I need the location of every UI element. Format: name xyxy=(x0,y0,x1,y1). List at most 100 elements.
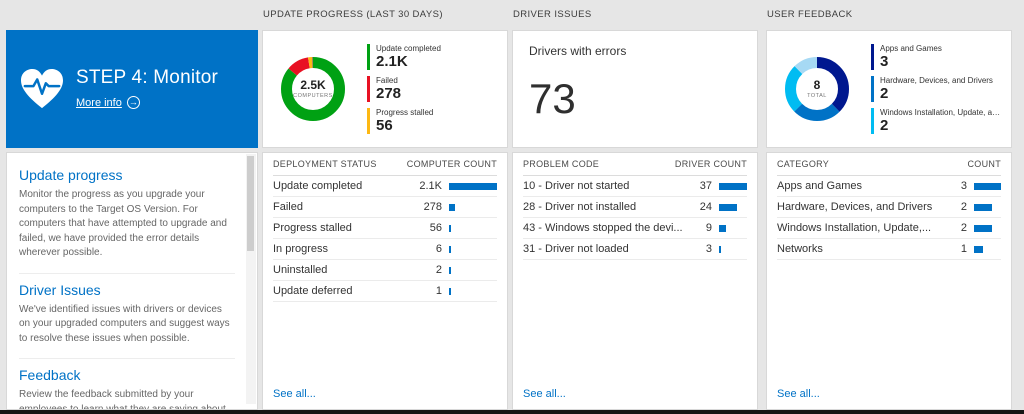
donut-segment xyxy=(281,57,345,121)
donut-segment xyxy=(785,57,849,121)
table-row[interactable]: Update completed 2.1K xyxy=(273,176,497,197)
update-progress-donut: 2.5K COMPUTERS xyxy=(277,53,349,125)
column-header: USER FEEDBACK xyxy=(767,9,853,20)
donut-segment xyxy=(785,57,849,121)
table-row[interactable]: 31 - Driver not loaded 3 xyxy=(523,239,747,260)
row-bar xyxy=(974,245,983,253)
table-header-row: CATEGORY COUNT xyxy=(777,153,1001,176)
legend-label: Windows Installation, Update, and... xyxy=(880,108,1003,118)
row-bar-zone xyxy=(719,218,747,238)
donut-center-value: 2.5K xyxy=(300,78,326,92)
legend-label: Hardware, Devices, and Drivers xyxy=(880,75,993,85)
legend-item: Windows Installation, Update, and... 2 xyxy=(871,108,1003,135)
more-info-arrow-icon: → xyxy=(126,96,140,110)
table-row[interactable]: Progress stalled 56 xyxy=(273,218,497,239)
row-value: 2.1K xyxy=(419,180,442,192)
table-row[interactable]: Uninstalled 2 xyxy=(273,260,497,281)
legend-item: Hardware, Devices, and Drivers 2 xyxy=(871,75,1003,103)
table-row[interactable]: Failed 278 xyxy=(273,197,497,218)
row-bar xyxy=(719,203,737,211)
legend-label: Update completed xyxy=(376,43,441,53)
intro-section: Update progress Monitor the progress as y… xyxy=(19,159,235,273)
section-heading: Update progress xyxy=(19,167,123,183)
row-label: 10 - Driver not started xyxy=(523,180,630,192)
table-row[interactable]: In progress 6 xyxy=(273,239,497,260)
deployment-status-table: DEPLOYMENT STATUS COMPUTER COUNT Update co… xyxy=(273,153,497,302)
scrollbar[interactable] xyxy=(246,154,256,404)
legend-label: Progress stalled xyxy=(376,108,434,118)
row-bar-zone xyxy=(449,197,497,217)
more-info-link[interactable]: More info → xyxy=(76,96,140,110)
user-feedback-chart-tile[interactable]: 8 TOTAL Apps and Games 3 Hardware, Devices… xyxy=(766,30,1012,148)
scrollbar-thumb[interactable] xyxy=(247,156,254,251)
row-value: 2 xyxy=(435,264,442,276)
legend-label: Failed xyxy=(376,75,398,85)
table-row[interactable]: 28 - Driver not installed 24 xyxy=(523,197,747,218)
row-bar xyxy=(449,203,455,211)
table-header-row: PROBLEM CODE DRIVER COUNT xyxy=(523,153,747,176)
row-label: Progress stalled xyxy=(273,222,352,234)
row-label: In progress xyxy=(273,243,329,255)
step-tile[interactable]: STEP 4: Monitor More info → xyxy=(6,30,258,148)
row-bar-zone xyxy=(719,239,747,259)
row-bar xyxy=(449,266,451,274)
section-heading: Driver Issues xyxy=(19,281,101,298)
section-heading: Feedback xyxy=(19,367,81,383)
legend-value: 278 xyxy=(376,84,402,102)
legend-item: Failed 278 xyxy=(367,75,499,103)
table-row[interactable]: Windows Installation, Update,... 2 xyxy=(777,218,1001,239)
step-tile-text: STEP 4: Monitor More info → xyxy=(76,67,218,111)
table-row[interactable]: Apps and Games 3 xyxy=(777,176,1001,197)
row-value: 3 xyxy=(705,243,712,255)
table-header-row: DEPLOYMENT STATUS COMPUTER COUNT xyxy=(273,153,497,176)
row-bar-zone xyxy=(449,281,497,301)
section-body: Monitor the progress as you upgrade your… xyxy=(19,189,227,258)
row-bar xyxy=(719,182,747,190)
row-label: Uninstalled xyxy=(273,264,328,276)
column-step-monitor: STEP 4: Monitor More info → Update progr… xyxy=(6,0,258,414)
intro-panel: Update progress Monitor the progress as y… xyxy=(6,152,258,410)
row-label: Hardware, Devices, and Drivers xyxy=(777,201,933,213)
driver-issues-summary-tile[interactable]: Drivers with errors 73 xyxy=(512,30,758,148)
table-row[interactable]: Networks 1 xyxy=(777,239,1001,260)
row-value: 1 xyxy=(960,243,967,255)
row-bar xyxy=(449,224,451,232)
problem-code-table: PROBLEM CODE DRIVER COUNT 10 - Driver not … xyxy=(523,153,747,260)
row-bar-zone xyxy=(449,239,497,259)
table-row[interactable]: Update deferred 1 xyxy=(273,281,497,302)
donut-center-value: 8 xyxy=(813,78,821,92)
row-value: 3 xyxy=(960,180,967,192)
see-all-link[interactable]: See all... xyxy=(523,388,566,400)
row-bar-zone xyxy=(719,197,747,217)
row-bar xyxy=(449,245,451,253)
row-value: 2 xyxy=(960,201,967,213)
category-table: CATEGORY COUNT Apps and Games 3 Hardware, De… xyxy=(777,153,1001,260)
column-header-label: DEPLOYMENT STATUS xyxy=(273,159,377,169)
row-value: 24 xyxy=(699,201,712,213)
column-header-label: PROBLEM CODE xyxy=(523,159,600,169)
legend-value: 2 xyxy=(880,84,889,102)
row-label: 28 - Driver not installed xyxy=(523,201,637,213)
table-row[interactable]: 43 - Windows stopped the devi... 9 xyxy=(523,218,747,239)
table-row[interactable]: Hardware, Devices, and Drivers 2 xyxy=(777,197,1001,218)
update-progress-table-tile: DEPLOYMENT STATUS COMPUTER COUNT Update co… xyxy=(262,152,508,410)
donut-center: 8 TOTAL xyxy=(781,53,853,125)
row-value: 37 xyxy=(699,180,712,192)
table-row[interactable]: 10 - Driver not started 37 xyxy=(523,176,747,197)
see-all-link[interactable]: See all... xyxy=(273,388,316,400)
see-all-link[interactable]: See all... xyxy=(777,388,820,400)
driver-issues-table-tile: PROBLEM CODE DRIVER COUNT 10 - Driver not … xyxy=(512,152,758,410)
update-progress-chart-tile[interactable]: 2.5K COMPUTERS Update completed 2.1K Faile… xyxy=(262,30,508,148)
row-bar-zone xyxy=(974,218,1001,238)
row-bar xyxy=(449,287,451,295)
legend-item: Apps and Games 3 xyxy=(871,43,1003,70)
legend-value: 2 xyxy=(880,117,889,135)
row-label: 31 - Driver not loaded xyxy=(523,243,629,255)
column-update-progress: UPDATE PROGRESS (LAST 30 DAYS) 2.5K COMP… xyxy=(262,0,508,414)
donut-chart xyxy=(785,57,849,121)
bottom-edge xyxy=(0,410,1024,414)
row-label: Update completed xyxy=(273,180,363,192)
donut-chart xyxy=(281,57,345,121)
row-bar xyxy=(974,203,992,211)
